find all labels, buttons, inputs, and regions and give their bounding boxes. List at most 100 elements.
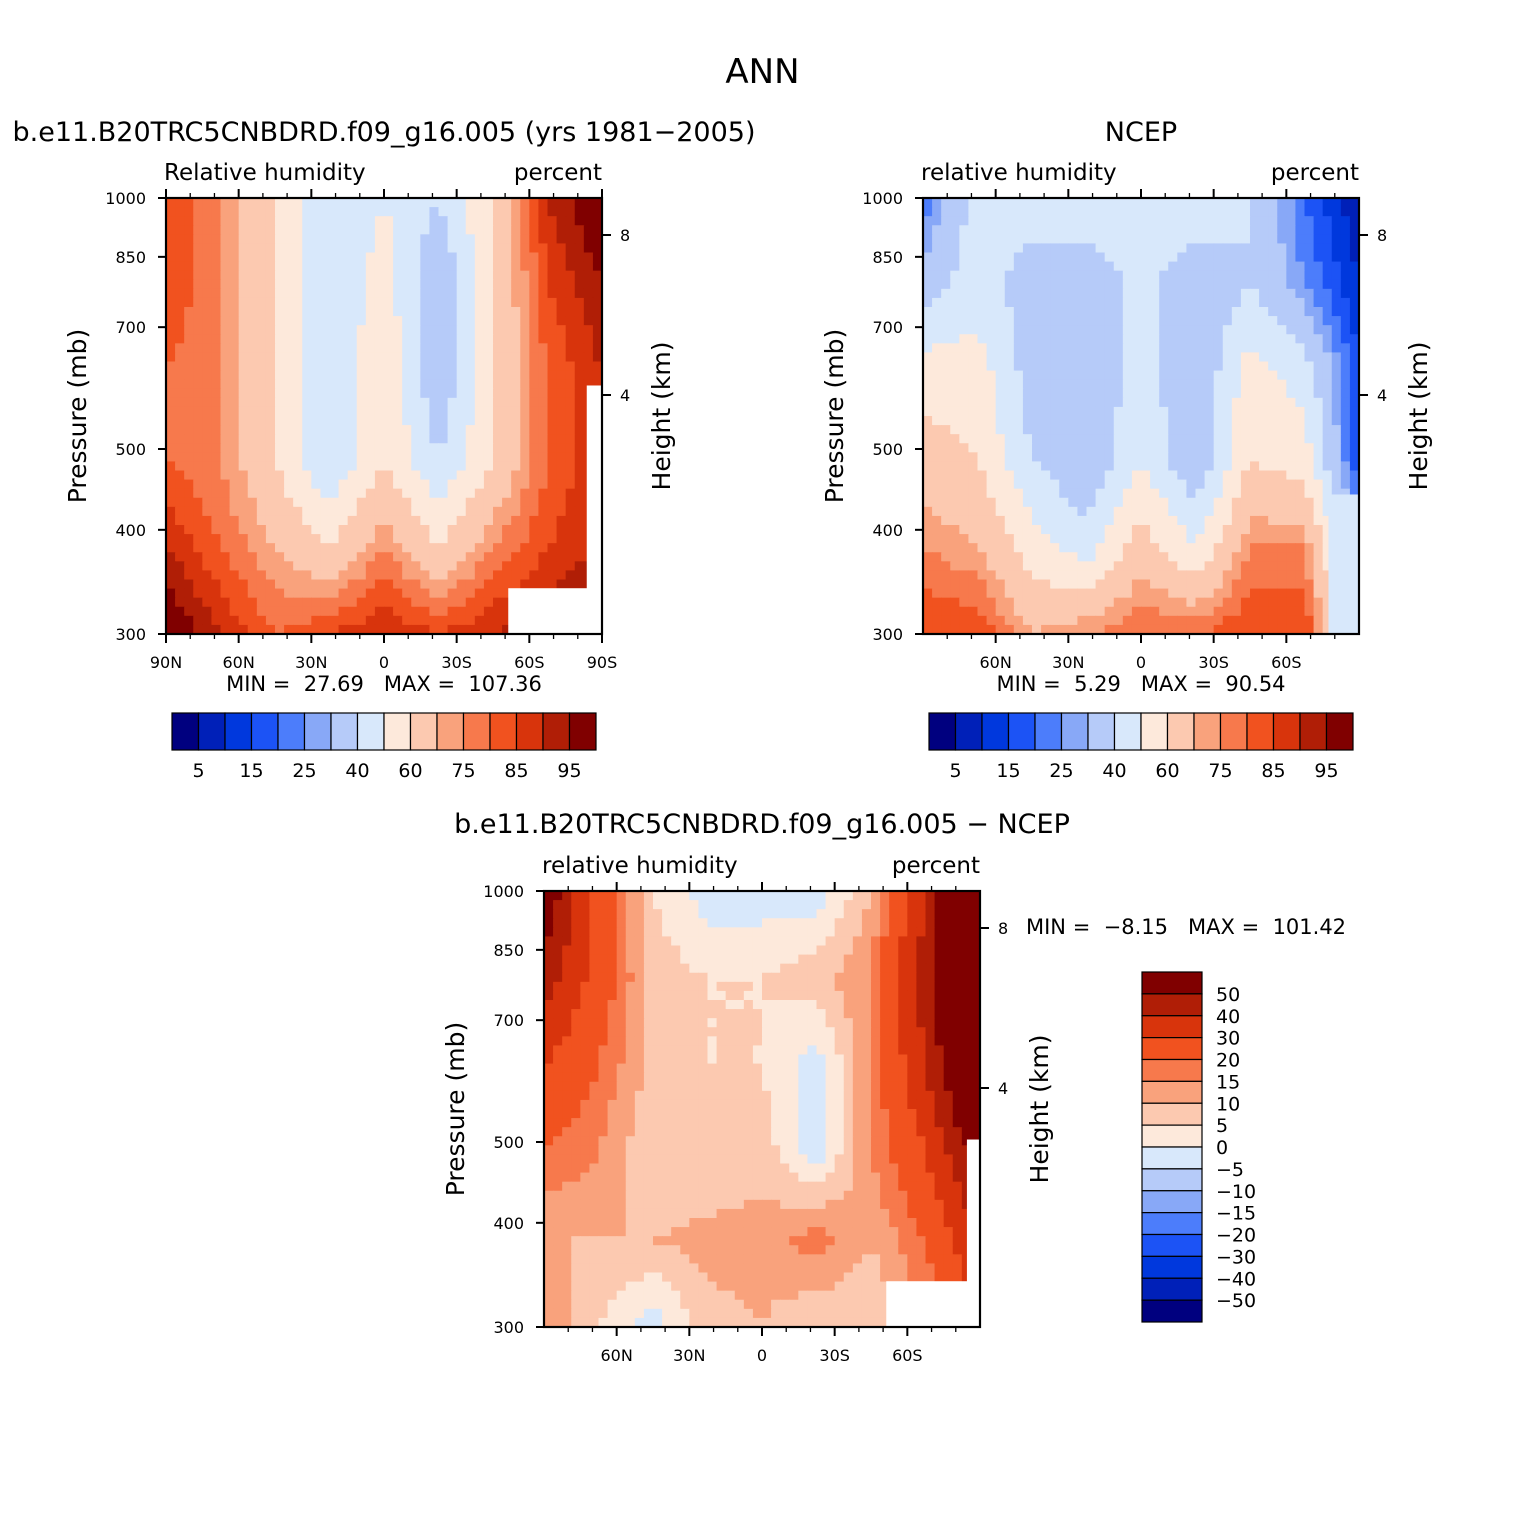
contour-cell — [871, 909, 881, 919]
contour-cell — [238, 198, 249, 208]
contour-cell — [995, 597, 1006, 608]
contour-cell — [932, 234, 942, 245]
contour-cell — [1141, 388, 1151, 399]
contour-cell — [995, 361, 1006, 372]
contour-cell — [520, 352, 530, 363]
contour-cell — [393, 297, 403, 308]
contour-cell — [1159, 379, 1169, 390]
contour-cell — [1295, 425, 1306, 435]
contour-cell — [565, 343, 576, 354]
contour-cell — [1313, 297, 1324, 308]
contour-cell — [1095, 243, 1106, 254]
contour-cell — [329, 434, 340, 444]
contour-cell — [1113, 543, 1124, 553]
contour-cell — [583, 343, 594, 354]
contour-cell — [1250, 570, 1260, 581]
contour-cell — [1022, 361, 1033, 372]
contour-cell — [184, 425, 194, 435]
contour-cell — [1286, 488, 1297, 499]
contour-cell — [302, 470, 312, 481]
contour-cell — [1150, 307, 1160, 317]
contour-cell — [1113, 270, 1124, 281]
contour-cell — [1259, 234, 1269, 245]
contour-cell — [483, 434, 494, 444]
contour-cell — [1013, 334, 1024, 344]
contour-cell — [986, 461, 997, 472]
contour-cell — [1313, 397, 1324, 408]
contour-cell — [320, 243, 331, 254]
contour-cell — [1086, 579, 1097, 590]
contour-cell — [456, 543, 467, 553]
contour-cell — [1349, 397, 1360, 408]
contour-cell — [193, 288, 203, 299]
contour-cell — [238, 307, 249, 317]
contour-cell — [959, 216, 970, 226]
contour-cell — [1050, 579, 1060, 590]
contour-cell — [1277, 515, 1287, 526]
contour-cell — [1050, 307, 1060, 317]
contour-cell — [1286, 334, 1297, 344]
contour-cell — [1204, 325, 1215, 335]
contour-cell — [293, 388, 303, 399]
contour-cell — [1013, 506, 1024, 517]
contour-cell — [193, 525, 203, 535]
contour-cell — [520, 416, 530, 426]
contour-cell — [1331, 234, 1342, 245]
contour-cell — [1340, 225, 1351, 235]
contour-cell — [1059, 570, 1069, 581]
contour-cell — [1322, 243, 1333, 254]
contour-cell — [662, 918, 672, 928]
contour-cell — [284, 343, 294, 354]
contour-cell — [374, 406, 385, 417]
pressure-tick-label: 400 — [872, 521, 903, 540]
contour-cell — [1104, 570, 1115, 581]
contour-cell — [977, 270, 988, 281]
contour-cell — [420, 388, 431, 399]
contour-cell — [1186, 606, 1197, 617]
contour-cell — [1141, 216, 1151, 226]
contour-cell — [520, 543, 530, 553]
contour-cell — [574, 379, 585, 390]
contour-cell — [184, 597, 194, 608]
contour-cell — [1250, 297, 1260, 308]
contour-cell — [1177, 534, 1188, 544]
contour-cell — [977, 506, 988, 517]
contour-cell — [175, 198, 185, 208]
contour-cell — [538, 352, 549, 363]
contour-cell — [1131, 325, 1142, 335]
contour-cell — [502, 461, 512, 472]
contour-cell — [1141, 416, 1151, 426]
contour-cell — [175, 552, 185, 562]
contour-cell — [429, 515, 440, 526]
contour-cell — [1213, 425, 1224, 435]
contour-cell — [520, 279, 530, 290]
contour-cell — [1059, 270, 1069, 281]
contour-cell — [247, 434, 258, 444]
contour-cell — [465, 379, 476, 390]
contour-cell — [474, 416, 485, 426]
contour-cell — [1250, 225, 1260, 235]
contour-cell — [916, 909, 927, 919]
contour-cell — [547, 243, 558, 254]
contour-cell — [493, 297, 503, 308]
contour-cell — [1122, 406, 1133, 417]
contour-cell — [1113, 552, 1124, 562]
contour-cell — [1022, 334, 1033, 344]
contour-cell — [1159, 361, 1169, 372]
contour-cell — [202, 615, 213, 626]
contour-cell — [1304, 488, 1315, 499]
contour-cell — [493, 388, 503, 399]
pressure-tick-label: 850 — [872, 248, 903, 267]
contour-cell — [402, 216, 412, 226]
contour-cell — [1113, 352, 1124, 363]
contour-cell — [393, 316, 403, 326]
contour-cell — [1322, 506, 1333, 517]
contour-cell — [986, 443, 997, 453]
contour-cell — [680, 900, 690, 910]
contour-cell — [247, 288, 258, 299]
contour-cell — [1286, 379, 1297, 390]
contour-cell — [1068, 579, 1079, 590]
contour-cell — [429, 570, 440, 581]
contour-cell — [393, 198, 403, 208]
contour-cell — [1213, 561, 1224, 572]
